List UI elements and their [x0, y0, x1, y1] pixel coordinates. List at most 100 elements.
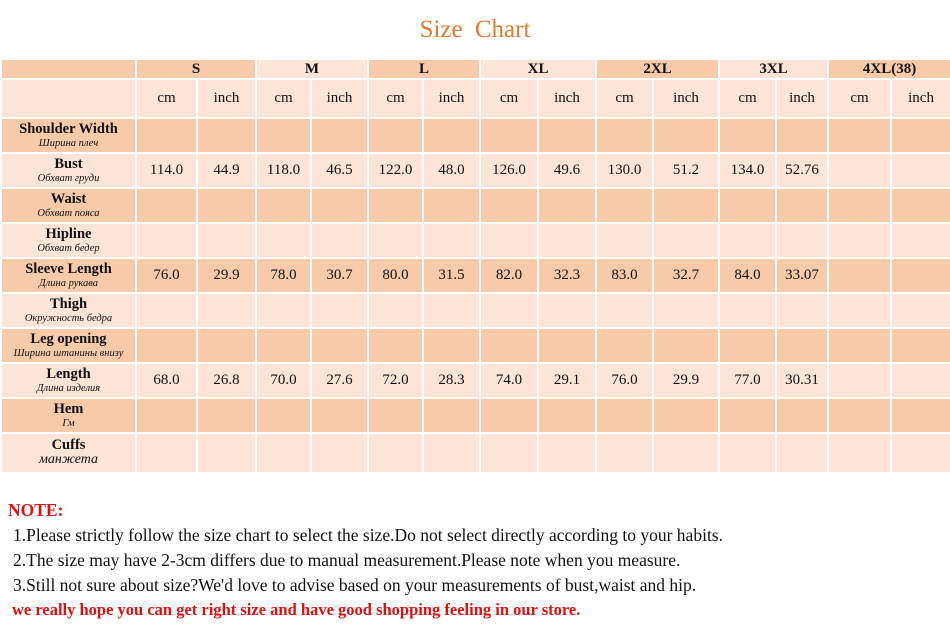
value-cell: 29.9 — [196, 257, 257, 294]
unit-header-inch: inch — [652, 78, 721, 119]
value-cell — [827, 292, 893, 329]
measurement-label: Shoulder Width Ширина плеч — [0, 117, 137, 154]
value-cell — [135, 117, 198, 154]
measurement-name-ru: Ширина плеч — [38, 137, 99, 149]
value-cell: 72.0 — [367, 362, 425, 399]
value-cell — [422, 187, 482, 224]
measurement-name-ru: Ширина штанины внизу — [13, 347, 124, 359]
value-cell — [537, 117, 598, 154]
measurement-name-ru: Длина изделия — [36, 382, 101, 394]
table-row: Hem Гм — [0, 397, 950, 434]
value-cell: 32.7 — [652, 257, 721, 294]
value-cell — [422, 222, 482, 259]
value-cell — [309, 397, 370, 434]
measurement-name-en: Hem — [53, 401, 84, 418]
value-cell — [718, 432, 778, 474]
value-cell — [479, 397, 540, 434]
value-cell — [135, 222, 198, 259]
value-cell — [827, 187, 893, 224]
table-row: Length Длина изделия 68.0 26.8 70.0 27.6 72.0 2… — [0, 362, 950, 399]
size-header: 4XL(38) — [827, 58, 950, 80]
value-cell — [309, 432, 370, 474]
size-chart-table: S M L XL 2XL 3XL 4XL(38) cm inch cm inch cm inch cm in… — [0, 58, 950, 474]
value-cell: 48.0 — [422, 152, 482, 189]
value-cell: 76.0 — [595, 362, 655, 399]
value-cell — [652, 117, 721, 154]
size-header-row: S M L XL 2XL 3XL 4XL(38) — [0, 58, 950, 80]
measurement-name-ru: Обхват бедер — [37, 242, 100, 254]
value-cell — [890, 327, 950, 364]
value-cell — [422, 432, 482, 474]
value-cell — [537, 327, 598, 364]
value-cell — [652, 327, 721, 364]
table-row: Leg opening Ширина штанины внизу — [0, 327, 950, 364]
value-cell — [255, 222, 312, 259]
value-cell — [422, 397, 482, 434]
measurement-label: Length Длина изделия — [0, 362, 137, 399]
value-cell — [196, 187, 257, 224]
unit-header-cm: cm — [367, 78, 425, 119]
value-cell — [827, 152, 893, 189]
value-cell — [135, 327, 198, 364]
value-cell: 122.0 — [367, 152, 425, 189]
value-cell — [718, 292, 778, 329]
value-cell: 70.0 — [255, 362, 312, 399]
measurement-label: Thigh Окружность бедра — [0, 292, 137, 329]
value-cell — [479, 222, 540, 259]
value-cell — [827, 432, 893, 474]
value-cell — [367, 292, 425, 329]
value-cell — [652, 187, 721, 224]
value-cell — [135, 292, 198, 329]
value-cell: 51.2 — [652, 152, 721, 189]
value-cell — [718, 397, 778, 434]
measurement-name-en: Leg opening — [30, 331, 107, 348]
value-cell — [652, 292, 721, 329]
value-cell — [309, 292, 370, 329]
value-cell: 29.1 — [537, 362, 598, 399]
value-cell — [890, 362, 950, 399]
value-cell — [775, 292, 830, 329]
value-cell — [537, 187, 598, 224]
value-cell: 46.5 — [309, 152, 370, 189]
value-cell — [595, 432, 655, 474]
value-cell — [422, 292, 482, 329]
unit-header-cm: cm — [479, 78, 540, 119]
measurement-name-ru: Обхват груди — [37, 172, 100, 184]
value-cell: 76.0 — [135, 257, 198, 294]
value-cell: 49.6 — [537, 152, 598, 189]
value-cell — [309, 222, 370, 259]
value-cell — [255, 327, 312, 364]
measurement-name-ru: манжета — [38, 452, 99, 468]
size-header: 2XL — [595, 58, 721, 80]
value-cell — [196, 292, 257, 329]
value-cell — [367, 117, 425, 154]
value-cell — [479, 432, 540, 474]
measurement-name-ru: Окружность бедра — [24, 312, 113, 324]
size-header: 3XL — [718, 58, 830, 80]
value-cell — [827, 362, 893, 399]
value-cell — [718, 222, 778, 259]
value-cell — [890, 397, 950, 434]
units-corner-cell — [0, 78, 137, 119]
unit-header-inch: inch — [309, 78, 370, 119]
value-cell — [255, 432, 312, 474]
value-cell: 78.0 — [255, 257, 312, 294]
value-cell — [479, 187, 540, 224]
value-cell: 68.0 — [135, 362, 198, 399]
header-corner-cell — [0, 58, 137, 80]
measurement-name-en: Thigh — [49, 296, 88, 313]
value-cell: 84.0 — [718, 257, 778, 294]
value-cell: 83.0 — [595, 257, 655, 294]
measurement-name-en: Sleeve Length — [25, 261, 112, 278]
value-cell: 118.0 — [255, 152, 312, 189]
value-cell: 28.3 — [422, 362, 482, 399]
value-cell — [196, 222, 257, 259]
value-cell: 130.0 — [595, 152, 655, 189]
note-line: 3.Still not sure about size?We'd love to… — [13, 575, 697, 595]
note-line: 2.The size may have 2-3cm differs due to… — [13, 550, 681, 570]
value-cell — [718, 327, 778, 364]
value-cell — [890, 117, 950, 154]
value-cell — [479, 117, 540, 154]
value-cell — [196, 397, 257, 434]
measurement-label: Cuffs манжета — [0, 432, 137, 474]
